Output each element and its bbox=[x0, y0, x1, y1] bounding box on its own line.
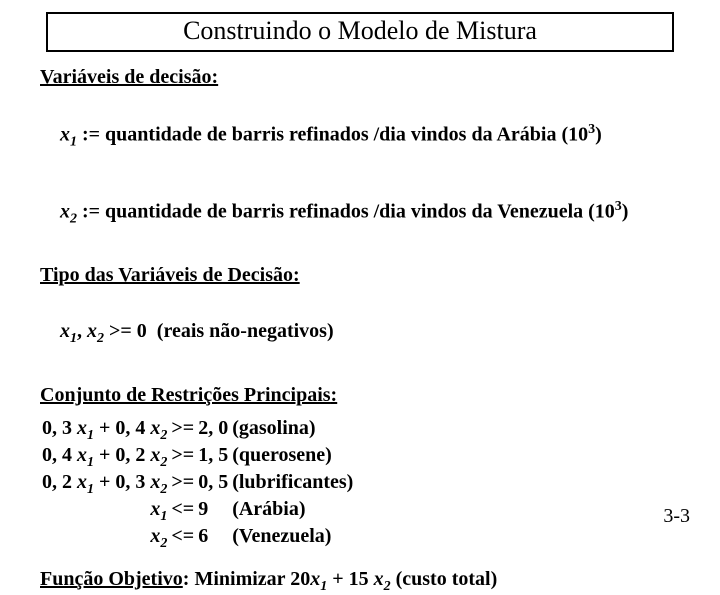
b-cmp: <= bbox=[169, 498, 196, 525]
x2-var: x bbox=[60, 200, 70, 222]
b-var: x bbox=[150, 525, 160, 547]
constraint-row: 0, 3 x1 + 0, 4 x2 >= 2, 0 (gasolina) bbox=[40, 417, 355, 444]
obj-s2: 2 bbox=[384, 579, 391, 594]
objective-line: Função Objetivo: Minimizar 20x1 + 15 x2 … bbox=[40, 568, 680, 595]
obj-c1: 20 bbox=[290, 568, 310, 590]
bound-row: x1 <= 9 (Arábia) bbox=[40, 498, 355, 525]
colon: : bbox=[211, 66, 218, 88]
x2-sub: 2 bbox=[70, 211, 77, 226]
b-cmp: <= bbox=[169, 525, 196, 552]
c-cmp: >= bbox=[169, 444, 196, 471]
b-sub: 2 bbox=[160, 536, 167, 551]
x2-sup: 3 bbox=[615, 199, 622, 214]
vt-s2: 2 bbox=[97, 331, 104, 346]
var-type-line: x1, x2 >= 0 (reais não-negativos) bbox=[40, 297, 680, 370]
obj-v2: x bbox=[374, 568, 384, 590]
section-var-type: Tipo das Variáveis de Decisão: bbox=[40, 264, 680, 287]
page-number: 3-3 bbox=[663, 505, 690, 528]
b-sub: 1 bbox=[160, 509, 167, 524]
obj-plus: + 15 bbox=[327, 568, 373, 590]
c-lhs-a: 0, 2 bbox=[42, 471, 77, 493]
c-lhs-b: + 0, 3 bbox=[94, 471, 150, 493]
colon: : bbox=[331, 384, 338, 406]
constraint-row: 0, 4 x1 + 0, 2 x2 >= 1, 5 (querosene) bbox=[40, 444, 355, 471]
c-rhs: 0, 5 bbox=[196, 471, 230, 498]
section-constraints: Conjunto de Restrições Principais: bbox=[40, 384, 680, 407]
c-lhs-a: 0, 3 bbox=[42, 417, 77, 439]
obj-v1: x bbox=[310, 568, 320, 590]
vt-s1: 1 bbox=[70, 331, 77, 346]
c-cmp: >= bbox=[169, 417, 196, 444]
c-lhs-b: + 0, 2 bbox=[94, 444, 150, 466]
x2-definition: x2 := quantidade de barris refinados /di… bbox=[40, 176, 680, 251]
vt-x1: x bbox=[60, 320, 70, 342]
section-decision-vars-text: Variáveis de decisão bbox=[40, 66, 211, 88]
vt-sep: , bbox=[77, 320, 87, 342]
x1-tail: ) bbox=[595, 124, 602, 146]
obj-label: Função Objetivo bbox=[40, 568, 183, 590]
b-rhs: 6 bbox=[196, 525, 230, 552]
section-var-type-text: Tipo das Variáveis de Decisão bbox=[40, 264, 293, 286]
x1-var: x bbox=[60, 124, 70, 146]
x1-definition: x1 := quantidade de barris refinados /di… bbox=[40, 99, 680, 174]
vt-tail: >= 0 (reais não-negativos) bbox=[104, 320, 334, 342]
obj-colon: : bbox=[183, 568, 195, 590]
slide: Construindo o Modelo de Mistura Variávei… bbox=[0, 0, 720, 540]
title-box: Construindo o Modelo de Mistura bbox=[46, 12, 674, 52]
section-decision-vars: Variáveis de decisão: bbox=[40, 66, 680, 89]
obj-word: Minimizar bbox=[194, 568, 290, 590]
x1-sub: 1 bbox=[70, 135, 77, 150]
obj-s1: 1 bbox=[320, 579, 327, 594]
bound-row: x2 <= 6 (Venezuela) bbox=[40, 525, 355, 552]
c-label: (lubrificantes) bbox=[230, 471, 355, 498]
x2-tail: ) bbox=[622, 200, 629, 222]
b-rhs: 9 bbox=[196, 498, 230, 525]
c-lhs-b: + 0, 4 bbox=[94, 417, 150, 439]
b-label: (Venezuela) bbox=[230, 525, 355, 552]
x2-text: := quantidade de barris refinados /dia v… bbox=[77, 200, 615, 222]
vt-x2: x bbox=[87, 320, 97, 342]
colon: : bbox=[293, 264, 300, 286]
c-lhs-a: 0, 4 bbox=[42, 444, 77, 466]
constraints-block: 0, 3 x1 + 0, 4 x2 >= 2, 0 (gasolina) 0, … bbox=[40, 417, 680, 552]
constraint-row: 0, 2 x1 + 0, 3 x2 >= 0, 5 (lubrificantes… bbox=[40, 471, 355, 498]
section-constraints-text: Conjunto de Restrições Principais bbox=[40, 384, 331, 406]
c-cmp: >= bbox=[169, 471, 196, 498]
constraints-table: 0, 3 x1 + 0, 4 x2 >= 2, 0 (gasolina) 0, … bbox=[40, 417, 355, 552]
b-label: (Arábia) bbox=[230, 498, 355, 525]
page-title: Construindo o Modelo de Mistura bbox=[183, 16, 537, 45]
c-label: (gasolina) bbox=[230, 417, 355, 444]
c-label: (querosene) bbox=[230, 444, 355, 471]
c-rhs: 1, 5 bbox=[196, 444, 230, 471]
x1-text: := quantidade de barris refinados /dia v… bbox=[77, 124, 588, 146]
obj-tail: (custo total) bbox=[391, 568, 498, 590]
b-var: x bbox=[150, 498, 160, 520]
c-rhs: 2, 0 bbox=[196, 417, 230, 444]
